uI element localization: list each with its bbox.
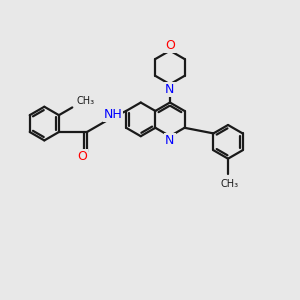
Text: CH₃: CH₃	[76, 96, 94, 106]
Text: NH: NH	[103, 107, 122, 121]
Text: CH₃: CH₃	[220, 179, 239, 189]
Text: N: N	[165, 134, 175, 147]
Text: O: O	[165, 39, 175, 52]
Text: N: N	[165, 83, 175, 96]
Text: O: O	[77, 150, 87, 163]
